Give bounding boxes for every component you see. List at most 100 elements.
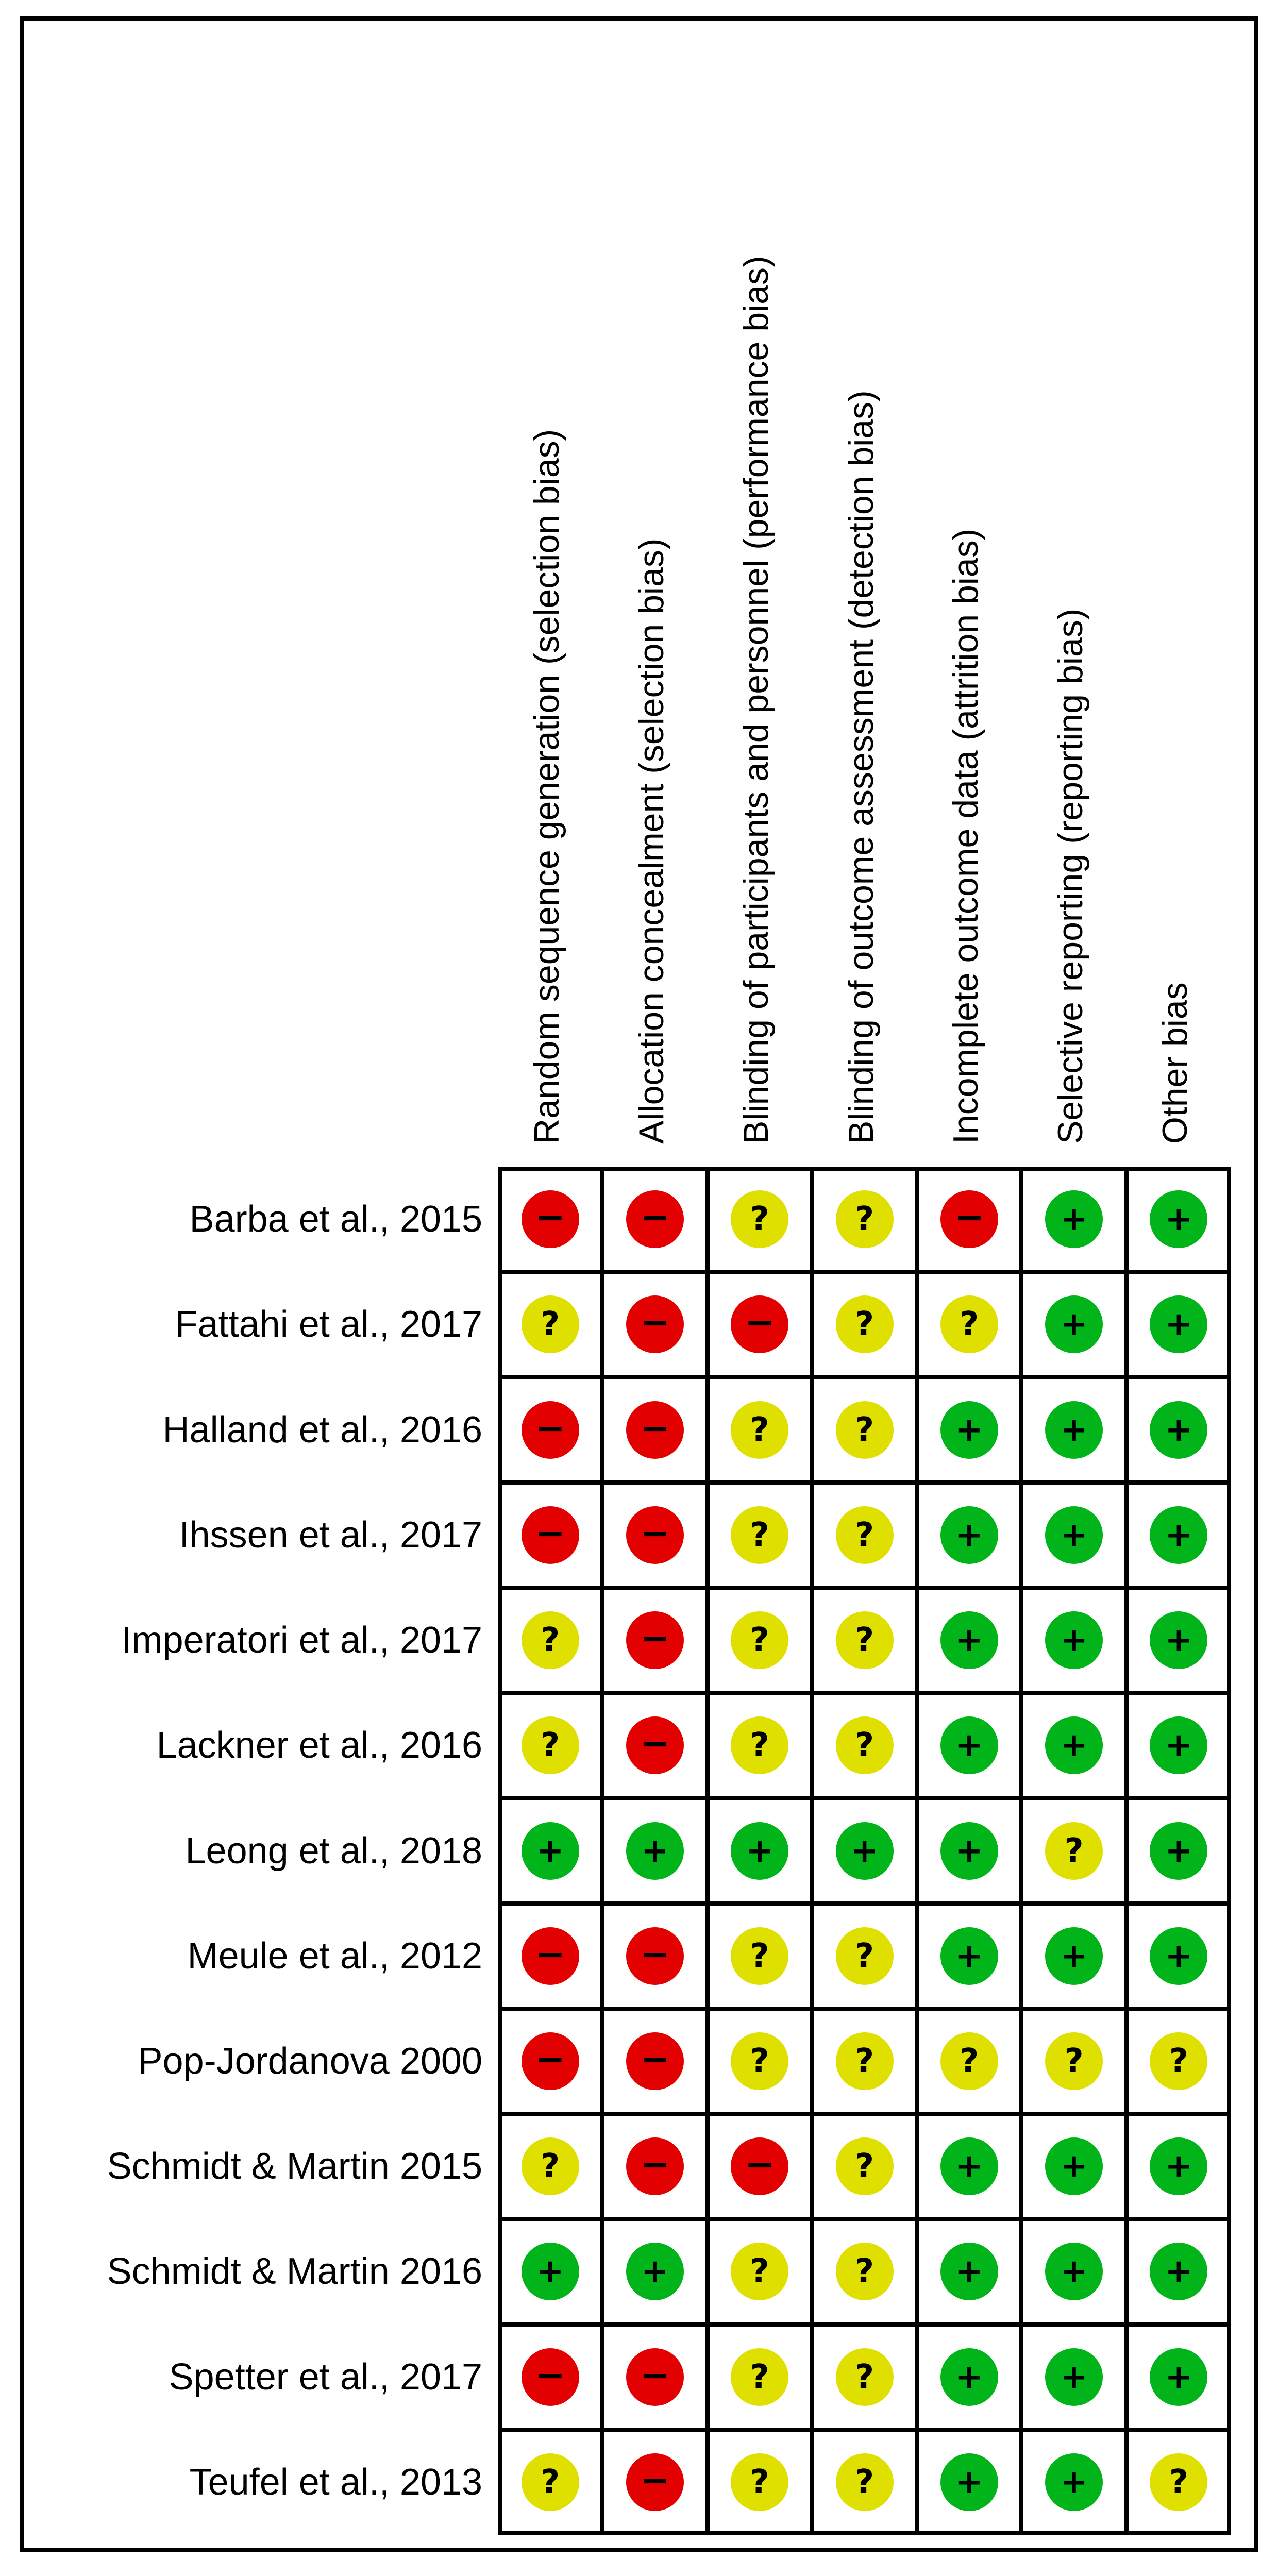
rating-marker-unclear: ? [835,1190,894,1249]
grid-column-divider [600,1167,605,2535]
rating-marker-unclear: ? [1045,1822,1103,1880]
rating-symbol: + [1165,1305,1193,1344]
rating-marker-low: + [1150,1927,1208,1985]
rating-symbol: − [640,1511,670,1554]
rating-marker-unclear: ? [835,1716,894,1775]
rating-symbol: − [744,1301,775,1344]
rating-symbol: + [955,1937,983,1975]
rating-symbol: ? [1064,1831,1084,1870]
study-label: Schmidt & Martin 2016 [107,2251,482,2293]
rating-marker-low: + [1045,1401,1103,1459]
rating-marker-low: + [940,1611,998,1670]
rating-marker-high: − [626,2453,684,2511]
rating-marker-low: + [1045,1927,1103,1985]
rating-marker-unclear: ? [521,1716,579,1775]
rating-marker-high: − [731,2137,789,2196]
rating-symbol: + [1060,1726,1088,1765]
rating-symbol: + [1060,1305,1088,1344]
rating-symbol: + [1060,1621,1088,1660]
rating-marker-low: + [626,1822,684,1880]
rating-symbol: − [535,1511,565,1554]
rating-symbol: ? [750,2252,769,2291]
rating-symbol: − [640,1932,670,1975]
rating-marker-low: + [940,1822,998,1880]
rating-marker-unclear: ? [835,1927,894,1985]
rating-symbol: + [1165,2252,1193,2291]
rating-symbol: ? [750,2463,769,2501]
rating-symbol: ? [960,1305,979,1344]
rating-symbol: + [641,2252,669,2291]
rating-symbol: + [1060,1410,1088,1449]
rating-symbol: ? [750,2042,769,2080]
rating-symbol: − [535,1406,565,1449]
rating-marker-low: + [1045,1716,1103,1775]
rating-marker-high: − [521,2348,579,2406]
rating-symbol: + [955,1726,983,1765]
column-header-label: Other bias [1155,982,1195,1144]
rating-marker-high: − [626,2032,684,2090]
rating-marker-low: + [1150,1401,1208,1459]
grid-column-divider [915,1167,919,2535]
rating-symbol: + [536,2252,564,2291]
rating-marker-unclear: ? [835,2348,894,2406]
grid-row-divider [498,1375,1231,1379]
rating-marker-unclear: ? [731,2453,789,2511]
rating-marker-unclear: ? [1150,2453,1208,2511]
rating-marker-high: − [521,2032,579,2090]
grid-row-divider [498,1796,1231,1800]
rating-marker-low: + [940,1506,998,1564]
rating-marker-unclear: ? [731,1716,789,1775]
rating-symbol: ? [854,1200,875,1239]
rating-symbol: ? [854,1726,875,1765]
rating-symbol: ? [854,1937,875,1975]
rating-marker-unclear: ? [731,1401,789,1459]
grid-column-divider [810,1167,814,2535]
rating-grid [498,1167,1231,2535]
rating-symbol: + [955,2463,983,2501]
study-label: Spetter et al., 2017 [169,2356,482,2398]
rating-marker-low: + [1150,2348,1208,2406]
grid-row-divider [498,1480,1231,1485]
rating-marker-low: + [521,2243,579,2301]
rating-marker-high: − [626,1927,684,1985]
rating-symbol: + [1165,2147,1193,2186]
rating-symbol: + [955,1516,983,1554]
column-header-label: Selective reporting (reporting bias) [1051,608,1090,1144]
grid-row-divider [498,1270,1231,1274]
rating-marker-unclear: ? [731,2348,789,2406]
rating-marker-unclear: ? [1045,2032,1103,2090]
rating-symbol: ? [854,1621,875,1660]
rating-marker-unclear: ? [731,1190,789,1249]
rating-marker-unclear: ? [521,2137,579,2196]
grid-row-divider [498,2006,1231,2011]
rating-marker-low: + [1150,1295,1208,1354]
rating-marker-low: + [1045,1295,1103,1354]
study-label: Halland et al., 2016 [162,1409,482,1451]
rating-marker-low: + [1150,1716,1208,1775]
column-header-label: Incomplete outcome data (attrition bias) [946,528,985,1144]
rating-marker-low: + [1045,1506,1103,1564]
rating-marker-low: + [1150,1611,1208,1670]
rating-symbol: ? [854,1516,875,1554]
rating-symbol: + [1165,1410,1193,1449]
rating-marker-high: − [521,1506,579,1564]
rating-marker-high: − [626,1506,684,1564]
rating-symbol: ? [541,1305,560,1344]
grid-row-divider [498,2322,1231,2327]
rating-symbol: ? [750,1726,769,1765]
rating-symbol: ? [854,2358,875,2396]
rating-marker-low: + [940,2348,998,2406]
rating-symbol: ? [854,2252,875,2291]
rating-symbol: − [640,1617,670,1660]
rating-symbol: − [535,2038,565,2080]
rating-marker-unclear: ? [835,1506,894,1564]
rating-marker-high: − [626,1611,684,1670]
grid-row-divider [498,2112,1231,2116]
rating-marker-unclear: ? [521,1295,579,1354]
rating-symbol: ? [1169,2463,1188,2501]
rating-symbol: + [746,1831,774,1870]
rating-marker-unclear: ? [940,1295,998,1354]
study-label: Imperatori et al., 2017 [121,1620,482,1661]
rating-symbol: − [954,1196,985,1239]
figure-border [20,16,1258,2552]
